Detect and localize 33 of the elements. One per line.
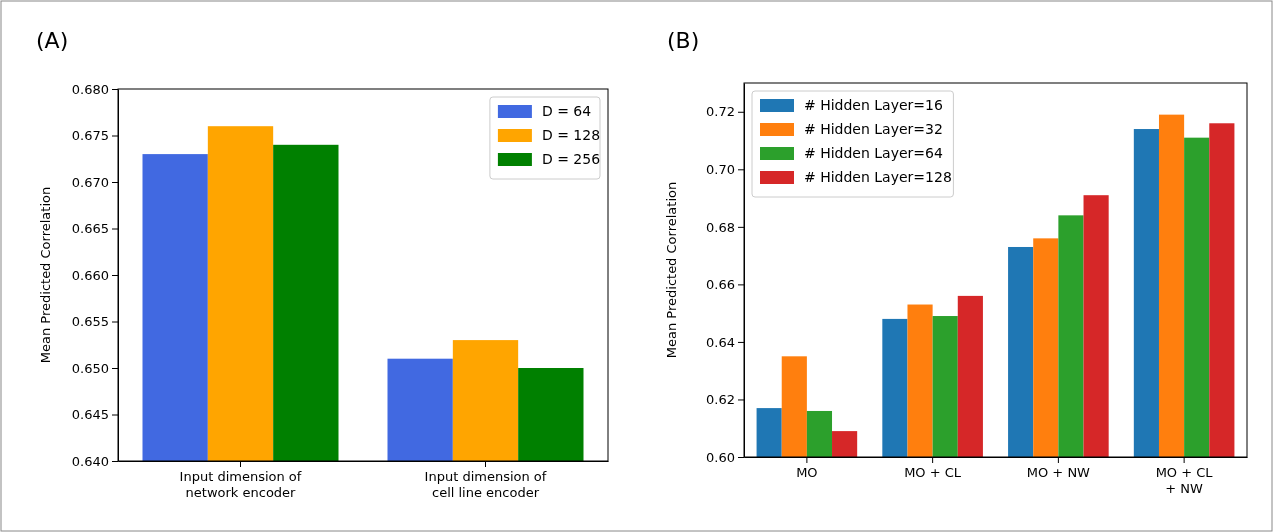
x-tick-label: Input dimension of network encoder [179,469,302,500]
y-tick-label: 0.60 [706,449,735,465]
y-tick-label: 0.680 [71,81,109,97]
y-tick-label: 0.66 [706,277,735,293]
y-tick-label: 0.640 [71,453,109,469]
chart-title: (B) [667,28,700,53]
y-axis-title: Mean Predicted Correlation [664,181,679,359]
legend-label: # Hidden Layer=64 [804,145,943,161]
y-tick-label: 0.645 [71,407,109,423]
y-tick-label: 0.675 [71,128,109,144]
y-tick-label: 0.665 [71,221,109,237]
x-tick-label: MO [796,465,818,480]
legend-label: # Hidden Layer=128 [804,169,952,185]
y-tick-label: 0.68 [706,219,735,235]
y-tick-label: 0.655 [71,314,109,330]
x-tick-label: MO + CL [904,465,962,480]
legend-label: D = 256 [541,151,601,167]
x-tick-label: Input dimension of cell line encoder [424,469,547,500]
y-tick-label: 0.660 [71,267,109,283]
y-tick-label: 0.64 [706,334,735,350]
legend-label: # Hidden Layer=32 [804,121,943,137]
chart-title: (A) [36,28,69,53]
legend-label: # Hidden Layer=16 [804,97,943,113]
y-tick-label: 0.72 [706,104,735,120]
y-tick-label: 0.70 [706,161,735,177]
y-tick-label: 0.650 [71,360,109,376]
y-tick-label: 0.62 [706,392,735,408]
x-tick-label: MO + NW [1026,465,1091,480]
x-tick-label: MO + CL + NW [1155,465,1214,496]
y-tick-label: 0.670 [71,174,109,190]
legend-label: D = 64 [541,103,592,119]
y-axis-title: Mean Predicted Correlation [38,186,53,364]
legend-label: D = 128 [541,127,601,143]
